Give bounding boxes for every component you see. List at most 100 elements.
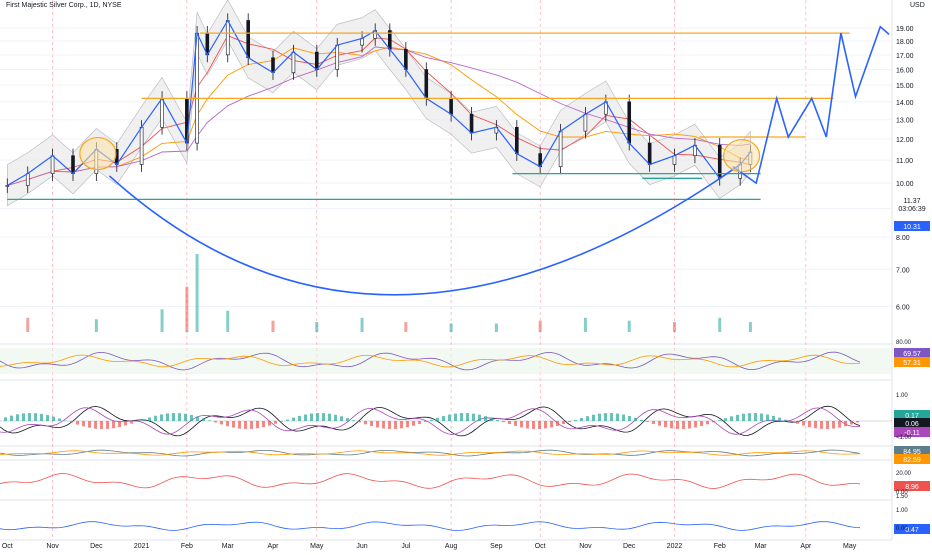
macd-histogram-bar: [334, 415, 337, 421]
price-tick-label: 10.00: [896, 181, 914, 188]
macd-histogram-bar: [364, 421, 367, 424]
macd-histogram-bar: [676, 421, 679, 429]
time-tick-label: Nov: [46, 543, 59, 550]
macd-histogram-bar: [340, 416, 343, 421]
panel-tick-label: 1.00: [896, 508, 908, 514]
macd-histogram-bar: [610, 413, 613, 421]
volume-bar: [161, 309, 164, 332]
macd-histogram-bar: [526, 421, 529, 428]
macd-histogram-bar: [850, 421, 853, 424]
volume-bar: [673, 322, 676, 332]
time-tick-label: May: [310, 543, 324, 550]
macd-histogram-bar: [670, 421, 673, 428]
macd-histogram-bar: [766, 414, 769, 421]
bollinger-band: [7, 0, 750, 206]
macd-histogram-bar: [628, 416, 631, 421]
macd-histogram-bar: [4, 417, 7, 421]
macd-histogram-bar: [94, 421, 97, 429]
highlight-ellipse: [724, 140, 760, 172]
macd-histogram-bar: [760, 414, 763, 421]
macd-histogram-bar: [694, 421, 697, 427]
price-tick-label: 16.00: [896, 68, 914, 75]
macd-histogram-bar: [310, 414, 313, 421]
candle-body: [559, 131, 562, 167]
time-tick-label: May: [843, 543, 857, 550]
macd-histogram-bar: [742, 414, 745, 421]
macd-histogram-bar: [202, 418, 205, 421]
time-tick-label: Sep: [490, 543, 503, 550]
macd-histogram-bar: [166, 413, 169, 421]
macd-histogram-bar: [700, 421, 703, 426]
macd-histogram-bar: [346, 418, 349, 421]
macd-histogram-bar: [370, 421, 373, 426]
macd-histogram-bar: [616, 414, 619, 421]
macd-histogram-bar: [658, 421, 661, 426]
macd-histogram-bar: [586, 416, 589, 421]
price-tick-label: 8.00: [896, 235, 910, 242]
macd-histogram-bar: [118, 421, 121, 427]
panel-tick-label: 80.00: [896, 340, 912, 346]
macd-histogram-bar: [802, 421, 805, 426]
volume-bar: [628, 321, 631, 332]
price-tick-label: 17.00: [896, 53, 914, 60]
macd-histogram-bar: [460, 413, 463, 421]
macd-histogram-bar: [424, 421, 427, 422]
time-tick-label: Apr: [268, 543, 280, 550]
candle-body: [140, 127, 143, 164]
volume-bar: [718, 318, 721, 332]
time-tick-label: Aug: [445, 543, 458, 550]
price-tick-label: 12.00: [896, 137, 914, 144]
macd-histogram-bar: [190, 415, 193, 421]
highlight-ellipse: [80, 138, 116, 170]
panel-tick-label: 20.00: [896, 471, 912, 477]
macd-histogram-bar: [808, 421, 811, 427]
macd-histogram-bar: [34, 413, 37, 421]
macd-histogram-bar: [124, 421, 127, 425]
time-tick-label: Oct: [535, 543, 546, 550]
macd-histogram-bar: [574, 420, 577, 421]
macd-histogram-bar: [538, 421, 541, 429]
macd-histogram-bar: [520, 421, 523, 427]
candle-body: [336, 45, 339, 69]
macd-histogram-bar: [58, 418, 61, 421]
macd-histogram-bar: [376, 421, 379, 427]
panel-tick-label: 1.00: [896, 393, 908, 399]
candle-body: [628, 102, 631, 143]
macd-histogram-bar: [736, 415, 739, 421]
macd-histogram-bar: [796, 421, 799, 424]
macd-histogram-bar: [442, 416, 445, 421]
macd-histogram-bar: [286, 420, 289, 421]
price-tick-label: 7.00: [896, 267, 910, 274]
macd-histogram-bar: [814, 421, 817, 428]
macd-histogram-bar: [592, 415, 595, 421]
macd-histogram-bar: [550, 421, 553, 427]
macd-histogram-bar: [358, 421, 361, 422]
macd-histogram-bar: [352, 420, 355, 421]
volume-bar: [450, 323, 453, 332]
macd-histogram-bar: [154, 416, 157, 421]
macd-histogram-bar: [394, 421, 397, 429]
candle-body: [404, 49, 407, 69]
panel-tick-label: <1.00: [896, 435, 912, 441]
candle-body: [161, 98, 164, 127]
macd-histogram-bar: [436, 418, 439, 421]
macd-histogram-bar: [604, 413, 607, 421]
macd-histogram-bar: [262, 421, 265, 427]
macd-histogram-bar: [838, 421, 841, 428]
macd-histogram-bar: [16, 414, 19, 421]
macd-histogram-bar: [502, 421, 505, 422]
macd-histogram-bar: [256, 421, 259, 428]
indicator-badge-6: 82.59: [903, 457, 921, 464]
macd-histogram-bar: [70, 421, 73, 423]
indicator-badge-3: 0.06: [905, 421, 919, 428]
candle-body: [315, 52, 318, 69]
volume-bar: [185, 287, 188, 332]
macd-histogram-bar: [82, 421, 85, 426]
macd-histogram-bar: [106, 421, 109, 429]
macd-histogram-bar: [304, 414, 307, 421]
macd-histogram-bar: [652, 421, 655, 424]
macd-histogram-bar: [478, 415, 481, 421]
macd-histogram-bar: [382, 421, 385, 428]
